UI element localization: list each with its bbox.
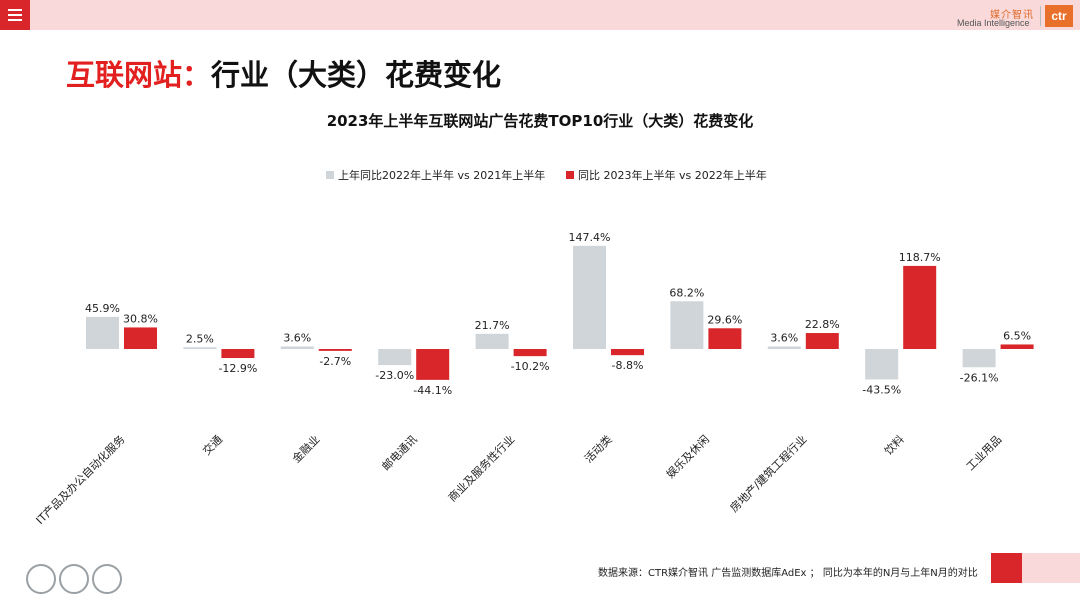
bar-prev [378, 349, 412, 366]
category-label: 工业用品 [964, 433, 1004, 473]
legend-swatch-prev [326, 171, 334, 179]
footer-accent-red [991, 553, 1022, 583]
data-label: 3.6% [283, 331, 311, 344]
bar-prev [280, 346, 314, 349]
data-label: -10.2% [511, 360, 550, 373]
menu-button[interactable] [0, 0, 30, 30]
bar-curr [708, 328, 742, 349]
category-label: 商业及服务性行业 [445, 432, 517, 504]
category-label: IT产品及办公自动化服务 [33, 432, 128, 527]
bar-curr [124, 327, 157, 349]
legend-swatch-curr [566, 171, 574, 179]
data-label: 147.4% [569, 231, 611, 244]
page-title: 互联网站：行业（大类）花费变化 [66, 52, 501, 94]
bar-curr [903, 265, 937, 349]
data-label: 30.8% [123, 312, 158, 325]
top-bar [0, 0, 1080, 30]
bar-prev [670, 301, 704, 349]
legend-item-curr: 同比 2023年上半年 vs 2022年上半年 [566, 167, 767, 183]
data-label: 6.5% [1003, 329, 1031, 342]
bar-curr [805, 333, 839, 349]
bar-curr [416, 349, 450, 380]
category-label: 娱乐及休闲 [663, 432, 712, 481]
bar-curr [611, 349, 644, 356]
logo-divider [1040, 6, 1041, 26]
data-label: -2.7% [319, 355, 351, 368]
data-label: -23.0% [375, 369, 414, 382]
brand-name-en: Media Intelligence [957, 18, 1030, 28]
category-label: 邮电通讯 [380, 433, 420, 473]
chart-title: 2023年上半年互联网站广告花费TOP10行业（大类）花费变化 [326, 112, 754, 130]
bar-prev [86, 316, 119, 349]
data-label: 3.6% [770, 331, 798, 344]
category-label: 金融业 [289, 432, 322, 465]
data-label: -8.8% [612, 359, 644, 372]
bar-prev [183, 347, 217, 349]
data-label: -26.1% [960, 371, 999, 384]
footer-accent-pink [1022, 553, 1080, 583]
data-label: 2.5% [186, 332, 214, 345]
category-label: 房地产/建筑工程行业 [727, 432, 810, 515]
data-label: 22.8% [805, 318, 840, 331]
ctr-logo: ctr [1045, 5, 1073, 27]
seal-icon [59, 564, 89, 594]
bar-prev [962, 349, 996, 368]
data-label: 45.9% [85, 302, 120, 315]
category-label: 饮料 [881, 432, 906, 457]
certification-seals [24, 562, 124, 598]
page-title-prefix: 互联网站 [66, 58, 183, 92]
bar-curr [1000, 344, 1034, 349]
data-label: -43.5% [862, 383, 901, 396]
bar-prev [865, 349, 899, 380]
data-label: -44.1% [413, 384, 452, 397]
brand-name-cn: 媒介智讯 [990, 10, 1034, 21]
bar-curr [318, 349, 352, 351]
data-label: 118.7% [899, 251, 941, 264]
seal-icon [92, 564, 122, 594]
data-label: -12.9% [218, 362, 257, 375]
page-title-suffix: 行业（大类）花费变化 [211, 58, 502, 92]
data-label: 21.7% [475, 319, 510, 332]
legend-label-curr: 同比 2023年上半年 vs 2022年上半年 [578, 169, 767, 182]
data-label: 29.6% [707, 313, 742, 326]
bar-prev [767, 346, 801, 349]
page-title-colon: ： [182, 58, 212, 92]
bar-curr [221, 349, 255, 359]
data-source-note: 数据来源：CTR媒介智讯 广告监测数据库AdEx ； 同比为本年的N月与上年N月… [598, 568, 978, 579]
bar-prev [573, 245, 606, 349]
category-label: 活动类 [581, 432, 614, 465]
bar-curr [513, 349, 547, 357]
data-label: 68.2% [669, 286, 704, 299]
menu-icon [8, 9, 22, 11]
legend-label-prev: 上年同比2022年上半年 vs 2021年上半年 [338, 169, 546, 182]
category-label: 交通 [200, 432, 225, 457]
seal-icon [26, 564, 56, 594]
bar-prev [475, 333, 509, 349]
legend-item-prev: 上年同比2022年上半年 vs 2021年上半年 [326, 167, 545, 183]
